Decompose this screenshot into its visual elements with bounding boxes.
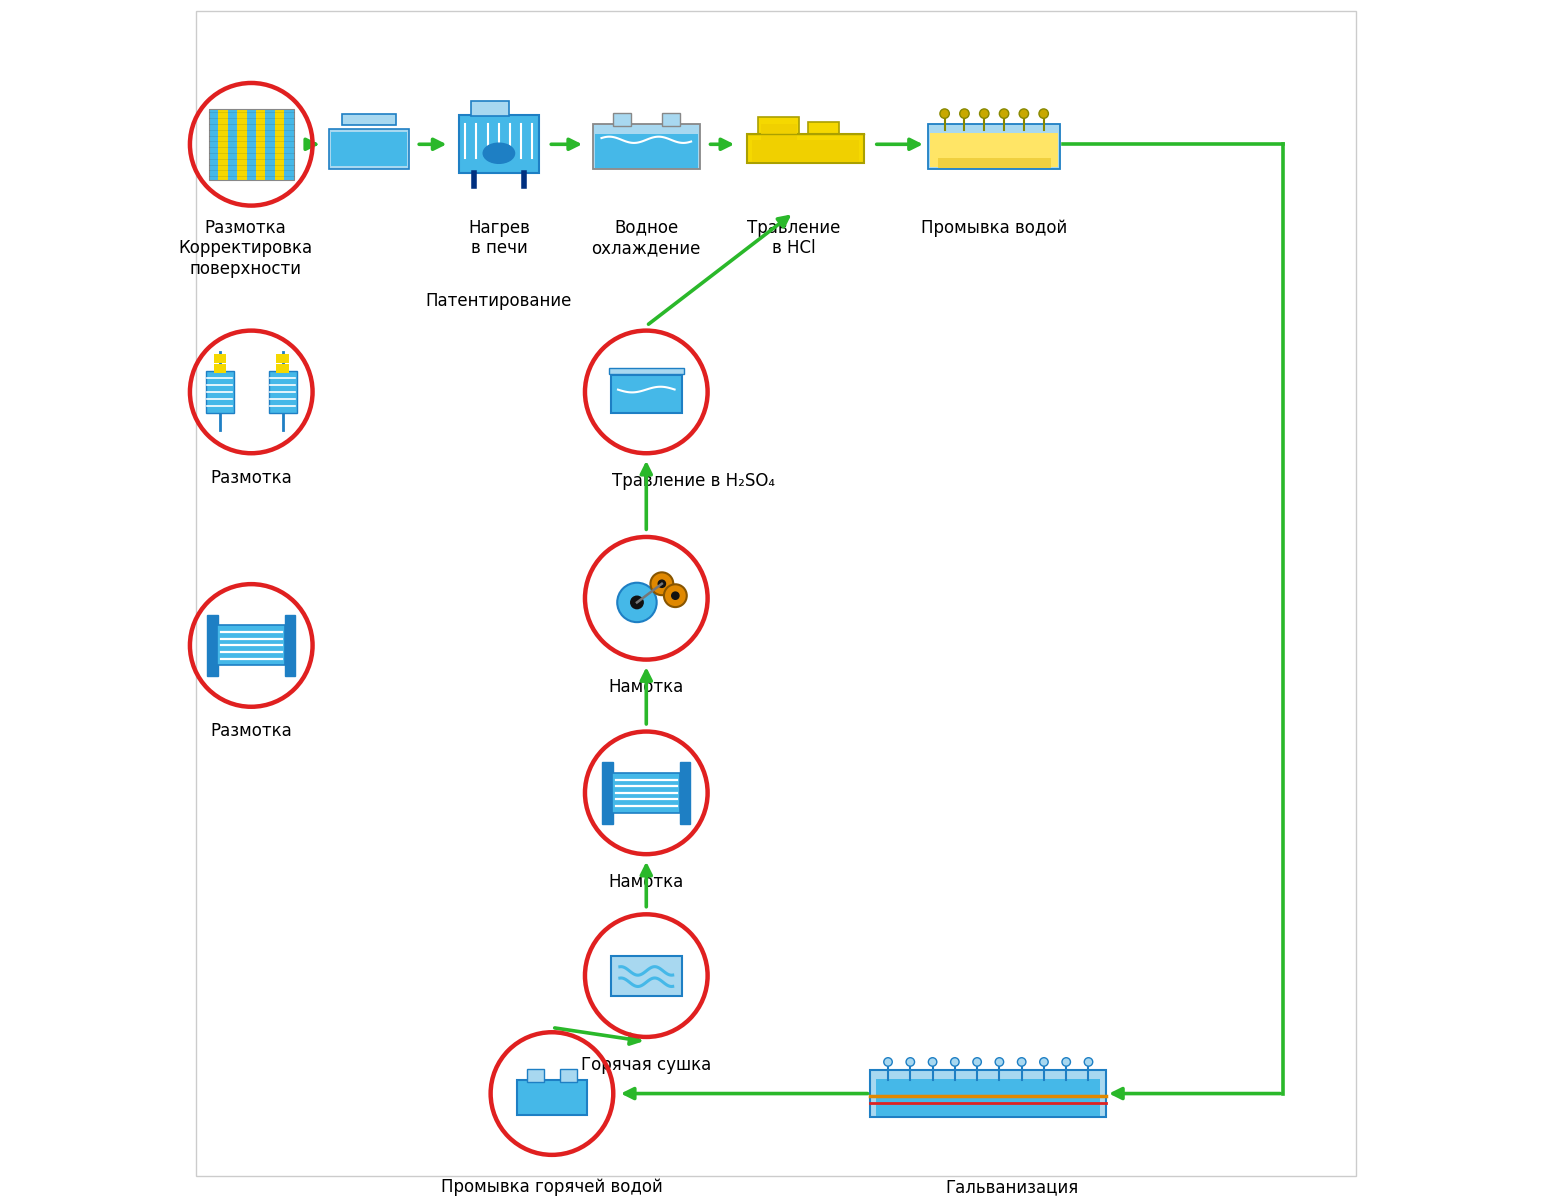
Circle shape (928, 1057, 937, 1066)
Circle shape (973, 1057, 981, 1066)
Text: Размотка
Корректировка
поверхности: Размотка Корректировка поверхности (178, 218, 312, 278)
FancyBboxPatch shape (343, 114, 396, 125)
FancyBboxPatch shape (275, 109, 284, 180)
FancyBboxPatch shape (663, 113, 680, 126)
FancyBboxPatch shape (593, 124, 700, 169)
Circle shape (1040, 1057, 1048, 1066)
Circle shape (664, 584, 686, 607)
Text: Водное
охлаждение: Водное охлаждение (591, 218, 702, 257)
Ellipse shape (483, 143, 515, 163)
FancyBboxPatch shape (871, 1070, 1107, 1117)
Text: Размотка: Размотка (211, 468, 292, 486)
Circle shape (618, 583, 656, 622)
FancyBboxPatch shape (237, 109, 247, 180)
FancyBboxPatch shape (759, 118, 799, 140)
Circle shape (1062, 1057, 1071, 1066)
FancyBboxPatch shape (877, 1079, 1100, 1116)
Circle shape (658, 580, 666, 587)
FancyBboxPatch shape (760, 124, 796, 139)
Circle shape (1038, 109, 1049, 119)
Text: Патентирование: Патентирование (425, 292, 573, 310)
FancyBboxPatch shape (214, 354, 227, 362)
FancyBboxPatch shape (458, 115, 539, 174)
FancyBboxPatch shape (602, 762, 613, 823)
FancyBboxPatch shape (276, 364, 289, 373)
FancyBboxPatch shape (331, 132, 407, 166)
FancyBboxPatch shape (747, 134, 864, 163)
FancyBboxPatch shape (560, 1069, 577, 1082)
FancyBboxPatch shape (217, 625, 286, 666)
FancyBboxPatch shape (937, 158, 1051, 168)
Circle shape (951, 1057, 959, 1066)
FancyBboxPatch shape (931, 133, 1058, 167)
FancyBboxPatch shape (680, 762, 691, 823)
Text: Горячая сушка: Горячая сушка (580, 1056, 711, 1074)
Circle shape (959, 109, 968, 119)
Text: Намотка: Намотка (608, 678, 684, 696)
Circle shape (1085, 1057, 1093, 1066)
Circle shape (999, 109, 1009, 119)
FancyBboxPatch shape (928, 125, 1060, 169)
FancyBboxPatch shape (751, 140, 860, 162)
Text: Промывка горячей водой: Промывка горячей водой (441, 1178, 663, 1196)
FancyBboxPatch shape (214, 364, 227, 373)
FancyBboxPatch shape (228, 109, 237, 180)
FancyBboxPatch shape (206, 371, 234, 413)
FancyBboxPatch shape (284, 614, 295, 676)
Circle shape (906, 1057, 914, 1066)
FancyBboxPatch shape (807, 122, 840, 140)
FancyBboxPatch shape (256, 109, 265, 180)
Circle shape (883, 1057, 892, 1066)
Text: Нагрев
в печи: Нагрев в печи (469, 218, 529, 257)
Circle shape (941, 109, 950, 119)
Text: Травление в H₂SO₄: Травление в H₂SO₄ (611, 472, 774, 490)
FancyBboxPatch shape (208, 614, 217, 676)
Text: Намотка: Намотка (608, 874, 684, 892)
Text: Размотка: Размотка (211, 722, 292, 740)
FancyBboxPatch shape (219, 109, 228, 180)
FancyBboxPatch shape (528, 1069, 543, 1082)
Text: Промывка водой: Промывка водой (920, 218, 1068, 236)
Circle shape (1020, 109, 1029, 119)
Circle shape (650, 572, 674, 595)
FancyBboxPatch shape (470, 101, 509, 115)
FancyBboxPatch shape (247, 109, 256, 180)
Circle shape (995, 1057, 1004, 1066)
Circle shape (979, 109, 989, 119)
FancyBboxPatch shape (268, 371, 296, 413)
FancyBboxPatch shape (608, 368, 684, 373)
FancyBboxPatch shape (611, 955, 681, 996)
FancyBboxPatch shape (276, 354, 289, 362)
FancyBboxPatch shape (594, 134, 698, 168)
FancyBboxPatch shape (210, 109, 219, 180)
FancyBboxPatch shape (517, 1080, 587, 1115)
FancyBboxPatch shape (284, 109, 293, 180)
FancyBboxPatch shape (613, 113, 630, 126)
Text: Травление
в HCl: Травление в HCl (747, 218, 840, 257)
Text: Гальванизация: Гальванизация (945, 1178, 1079, 1196)
FancyBboxPatch shape (613, 773, 680, 812)
FancyBboxPatch shape (329, 128, 410, 169)
Circle shape (1018, 1057, 1026, 1066)
Circle shape (630, 596, 643, 608)
FancyBboxPatch shape (265, 109, 275, 180)
FancyBboxPatch shape (611, 376, 681, 413)
Circle shape (672, 592, 678, 599)
